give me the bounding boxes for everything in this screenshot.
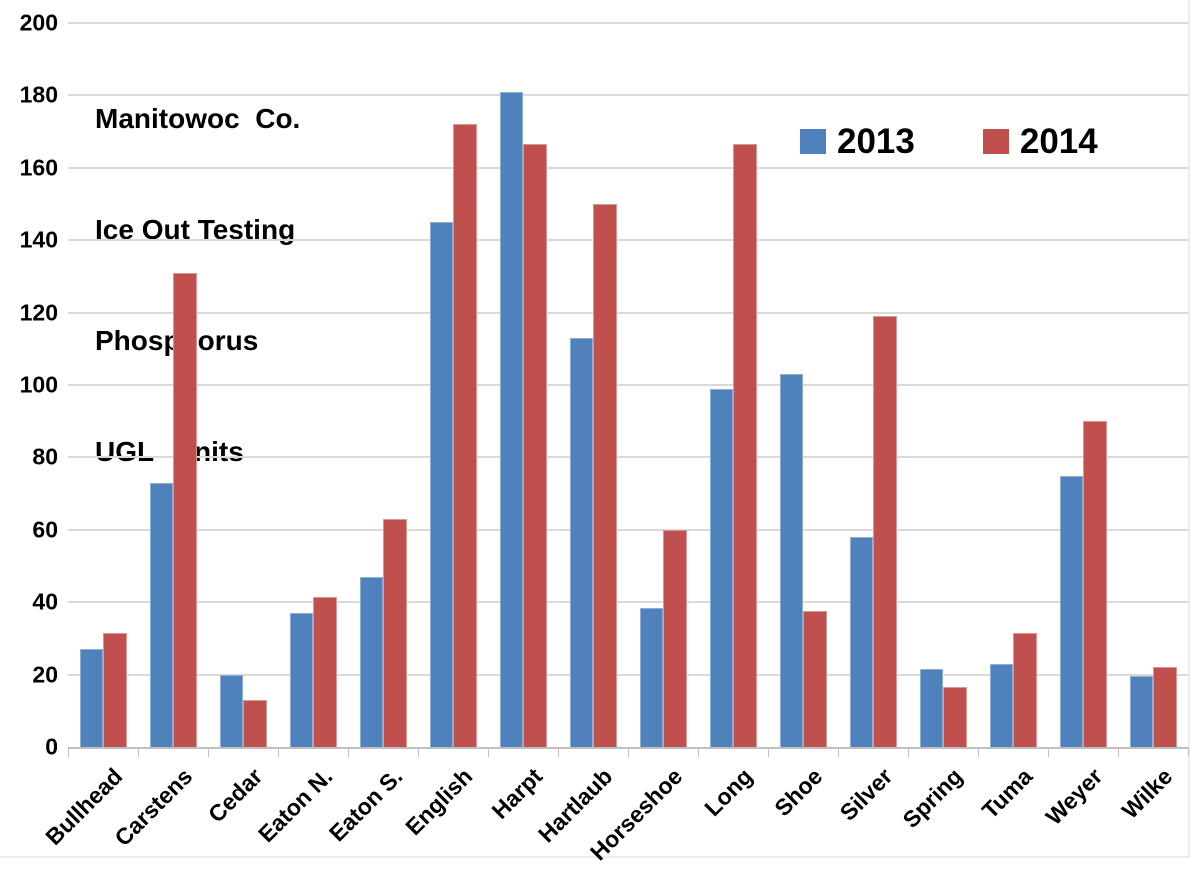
gridline-120 [68, 311, 1188, 314]
bar-2014-Eaton N. [313, 596, 337, 747]
legend-swatch-2014 [982, 129, 1009, 154]
bar-2014-Carstens [173, 272, 197, 747]
plot-area [68, 23, 1188, 747]
bar-2013-Silver [849, 537, 873, 747]
gridline-20 [68, 673, 1188, 676]
bar-2013-Harpt [499, 91, 523, 747]
y-tick-label-0: 0 [45, 733, 58, 760]
legend: 2013 2014 [800, 124, 1098, 159]
y-tick-label-180: 180 [19, 81, 58, 108]
x-tick-mark [348, 747, 349, 757]
bar-2014-Hartlaub [593, 204, 617, 747]
gridline-160 [68, 166, 1188, 169]
bar-group-Bullhead [68, 23, 138, 747]
bar-group-Hartlaub [558, 23, 628, 747]
gridline-80 [68, 456, 1188, 459]
bar-group-Horseshoe [628, 23, 698, 747]
bar-2014-Silver [873, 316, 897, 747]
x-tick-mark [1118, 747, 1119, 757]
bar-2013-Wilke [1129, 676, 1153, 747]
bar-group-English [418, 23, 488, 747]
bar-group-Weyer [1048, 23, 1118, 747]
bar-2013-Spring [919, 669, 943, 747]
y-tick-label-140: 140 [19, 226, 58, 253]
bar-2013-Carstens [149, 482, 173, 747]
bar-2014-Bullhead [103, 632, 127, 747]
bar-2014-English [453, 124, 477, 747]
bar-2014-Harpt [523, 144, 547, 747]
chart-frame [0, 0, 1190, 858]
bar-2013-Long [709, 388, 733, 747]
legend-swatch-2013 [800, 129, 826, 154]
title-line-1: Manitowoc Co. [95, 103, 301, 134]
legend-item-2014: 2014 [982, 122, 1098, 161]
gridline-180 [68, 94, 1188, 97]
y-tick-label-20: 20 [32, 661, 58, 688]
y-tick-label-60: 60 [32, 516, 58, 543]
bar-2013-Eaton N. [289, 613, 313, 747]
x-tick-mark [628, 747, 629, 757]
x-tick-mark [558, 747, 559, 757]
bar-group-Spring [908, 23, 978, 747]
bar-group-Cedar [208, 23, 278, 747]
x-tick-mark [278, 747, 279, 757]
bar-2014-Horseshoe [663, 529, 687, 747]
bar-2013-Tuma [989, 663, 1013, 747]
gridline-40 [68, 601, 1188, 604]
x-tick-mark [138, 747, 139, 757]
y-tick-label-40: 40 [32, 588, 58, 615]
bar-group-Tuma [978, 23, 1048, 747]
x-tick-mark [978, 747, 979, 757]
x-tick-mark [838, 747, 839, 757]
x-tick-mark [768, 747, 769, 757]
y-tick-label-160: 160 [19, 154, 58, 181]
bar-2013-Bullhead [79, 649, 103, 747]
x-tick-mark [418, 747, 419, 757]
bar-2013-Horseshoe [639, 607, 663, 747]
bar-2014-Wilke [1153, 667, 1177, 747]
gridline-200 [68, 22, 1188, 24]
bar-2014-Cedar [243, 699, 267, 747]
bar-2013-Hartlaub [569, 337, 593, 747]
y-tick-label-100: 100 [19, 371, 58, 398]
x-tick-mark [1048, 747, 1049, 757]
bar-2014-Long [733, 144, 757, 747]
legend-item-2013: 2013 [800, 124, 915, 159]
bar-2013-English [429, 222, 453, 747]
bar-group-Long [698, 23, 768, 747]
gridline-60 [68, 528, 1188, 531]
bar-group-Shoe [768, 23, 838, 747]
x-tick-mark [1188, 747, 1189, 757]
bar-group-Eaton N. [278, 23, 348, 747]
bar-group-Carstens [138, 23, 208, 747]
legend-label-2014: 2014 [1019, 122, 1098, 161]
bar-group-Harpt [488, 23, 558, 747]
bar-2013-Cedar [219, 674, 243, 747]
bar-group-Wilke [1118, 23, 1188, 747]
legend-label-2013: 2013 [837, 122, 915, 161]
bar-2014-Spring [943, 687, 967, 747]
x-tick-mark [698, 747, 699, 757]
y-tick-label-80: 80 [32, 443, 58, 470]
bar-2013-Weyer [1059, 475, 1083, 747]
y-tick-label-200: 200 [19, 9, 58, 36]
x-tick-mark [908, 747, 909, 757]
y-tick-label-120: 120 [19, 299, 58, 326]
bar-2014-Tuma [1013, 632, 1037, 747]
bar-group-Silver [838, 23, 908, 747]
x-tick-mark [208, 747, 209, 757]
x-tick-mark [488, 747, 489, 757]
bar-group-Eaton S. [348, 23, 418, 747]
bar-2013-Shoe [779, 374, 803, 747]
bar-2014-Eaton S. [383, 518, 407, 747]
bar-2014-Weyer [1083, 421, 1107, 747]
gridline-140 [68, 239, 1188, 242]
bar-2014-Shoe [803, 611, 827, 747]
bar-2013-Eaton S. [359, 576, 383, 747]
x-tick-mark [68, 747, 69, 757]
gridline-100 [68, 384, 1188, 386]
